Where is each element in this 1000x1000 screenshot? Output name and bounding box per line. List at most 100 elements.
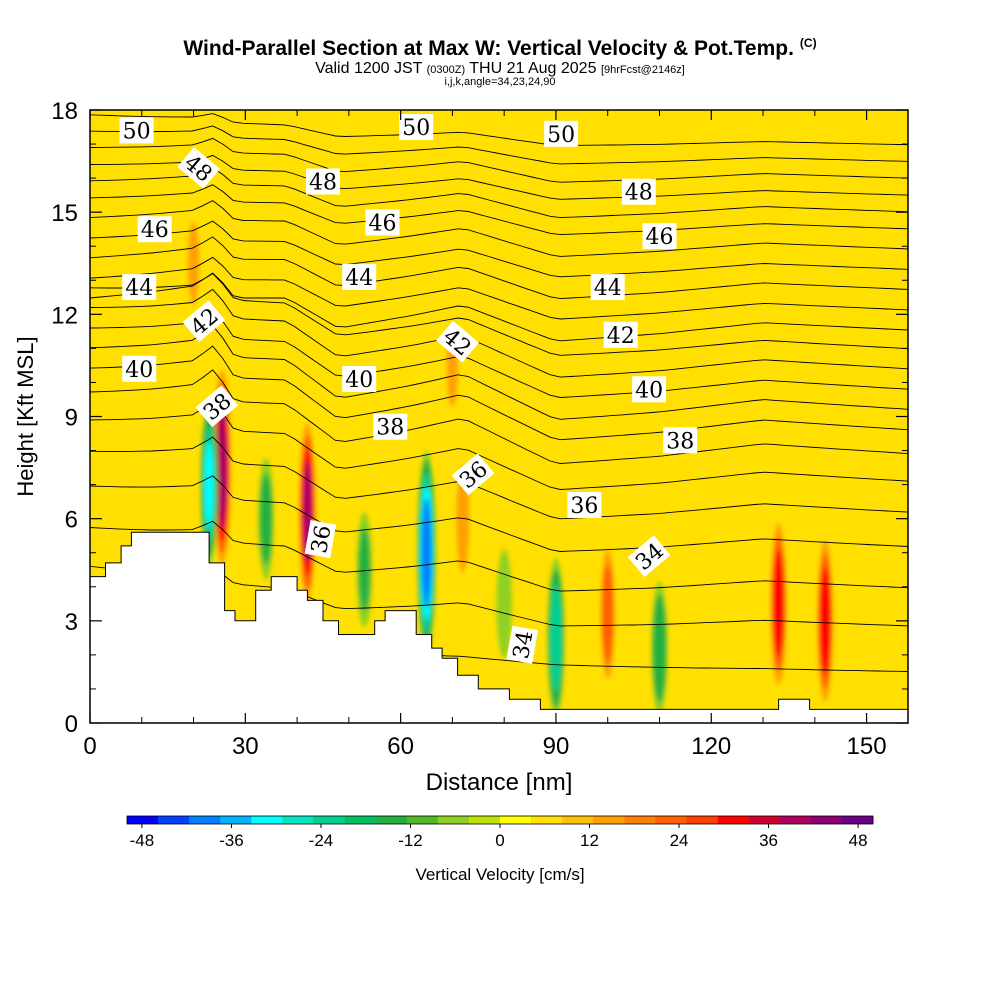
colorbar-tick-label: 0 xyxy=(495,831,504,850)
descent-cell xyxy=(356,512,373,628)
ascent-cell xyxy=(769,512,788,695)
y-tick-label: 12 xyxy=(51,302,78,329)
contour-label-text: 44 xyxy=(345,266,373,291)
contour-label: 40 xyxy=(122,355,157,383)
colorbar-swatch xyxy=(655,816,687,824)
valid-date: THU 21 Aug 2025 xyxy=(469,60,597,77)
terrain xyxy=(89,531,909,724)
isentrope-line xyxy=(90,436,908,520)
contour-label-box xyxy=(632,376,667,403)
contour-label: 36 xyxy=(567,492,602,519)
isentrope-line xyxy=(90,288,908,378)
contour-label-box xyxy=(306,168,340,195)
descent-cell xyxy=(258,458,275,580)
contour-label-text: 44 xyxy=(125,276,153,301)
x-tick-label: 150 xyxy=(847,733,887,760)
cell-band xyxy=(358,528,371,612)
contour-label-text: 38 xyxy=(376,416,404,441)
colorbar: -48 -36 -24 -12 0 12 24 36 48 Vertical Velocity [… xyxy=(126,815,874,884)
y-tick-label: 0 xyxy=(65,711,78,738)
contour-label-box xyxy=(436,320,479,363)
colorbar-tick-label: 24 xyxy=(670,831,689,850)
contour-label-box xyxy=(506,625,539,664)
contour-label-text: 42 xyxy=(607,324,635,349)
valid-time-line: Valid 1200 JST (0300Z) THU 21 Aug 2025 [… xyxy=(0,60,1000,78)
isentrope-line xyxy=(90,184,908,236)
colorbar-tick-label: 36 xyxy=(759,831,778,850)
cell-band xyxy=(204,441,214,529)
contour-label-box xyxy=(177,147,221,189)
colorbar-swatch xyxy=(562,816,594,824)
colorbar-swatch xyxy=(344,816,376,824)
contour-label-box xyxy=(342,366,377,392)
colorbar-swatch xyxy=(313,816,345,824)
valid-prefix: Valid 1200 JST xyxy=(315,60,423,77)
colorbar-swatch xyxy=(531,816,563,824)
copyright-mark: (C) xyxy=(799,36,817,50)
colorbar-swatch xyxy=(779,816,812,824)
chart-title: Wind-Parallel Section at Max W: Vertical… xyxy=(0,36,1000,61)
colorbar-swatch xyxy=(220,816,252,824)
colorbar-swatch xyxy=(686,816,718,824)
isentrope-line xyxy=(90,369,908,464)
colorbar-swatch xyxy=(127,816,159,824)
contour-label-box xyxy=(621,178,656,205)
colorbar-tick-label: -12 xyxy=(398,831,423,850)
isentrope-line xyxy=(90,324,908,420)
cell-band xyxy=(216,406,228,529)
contour-label-box xyxy=(590,274,625,301)
contour-label-text: 44 xyxy=(594,276,622,301)
colorbar-swatch xyxy=(437,816,470,824)
contour-label: 40 xyxy=(632,376,667,403)
contour-label: 50 xyxy=(119,117,154,144)
isentrope-line xyxy=(90,256,908,320)
contour-label: 40 xyxy=(342,366,377,393)
colorbar-swatch xyxy=(624,816,656,824)
isentrope-line xyxy=(90,200,908,257)
colorbar-swatch xyxy=(282,816,314,824)
contour-label-box xyxy=(642,223,677,249)
contour-label-box xyxy=(195,385,239,428)
descent-cell xyxy=(417,450,437,655)
contour-label-box xyxy=(137,216,172,243)
isentrope-line xyxy=(90,154,908,200)
contour-label: 50 xyxy=(544,120,579,148)
contour-label: 48 xyxy=(306,168,340,196)
contour-label-box xyxy=(122,355,157,382)
contour-label-text: 48 xyxy=(625,181,653,206)
contour-label-text: 50 xyxy=(547,123,575,148)
colorbar-swatch xyxy=(375,816,408,824)
y-tick-label: 3 xyxy=(65,609,78,636)
y-tick-label: 18 xyxy=(51,98,78,125)
ascent-cell xyxy=(599,537,617,691)
contour-label: 38 xyxy=(663,427,698,454)
descent-cell xyxy=(200,401,218,568)
isentrope-line xyxy=(90,309,908,398)
contour-label: 44 xyxy=(590,274,625,301)
cell-band xyxy=(773,550,784,658)
isentrope-line xyxy=(90,345,908,441)
x-tick-label: 90 xyxy=(543,733,570,760)
isentrope-line xyxy=(90,565,908,627)
isentrope-line xyxy=(90,272,908,342)
contour-label: 44 xyxy=(342,263,377,291)
contour-label: 44 xyxy=(122,274,157,301)
colorbar-swatch xyxy=(189,816,221,824)
terrain-layer xyxy=(89,531,909,724)
cell-band xyxy=(260,472,273,565)
contour-label: 42 xyxy=(603,321,638,349)
contour-label-box xyxy=(567,492,602,518)
contour-label-box xyxy=(627,535,671,577)
isentrope-lines xyxy=(90,113,908,672)
colorbar-label: Vertical Velocity [cm/s] xyxy=(415,865,584,884)
contour-label-text: 50 xyxy=(402,116,430,141)
contour-label: 48 xyxy=(621,178,656,206)
contour-label-box xyxy=(603,321,638,348)
contour-label: 46 xyxy=(642,223,677,250)
colorbar-tick-label: -24 xyxy=(309,831,334,850)
x-tick-label: 120 xyxy=(691,733,731,760)
colorbar-tick-label: 48 xyxy=(849,831,868,850)
isentrope-line xyxy=(90,167,908,219)
cell-band xyxy=(652,594,667,702)
